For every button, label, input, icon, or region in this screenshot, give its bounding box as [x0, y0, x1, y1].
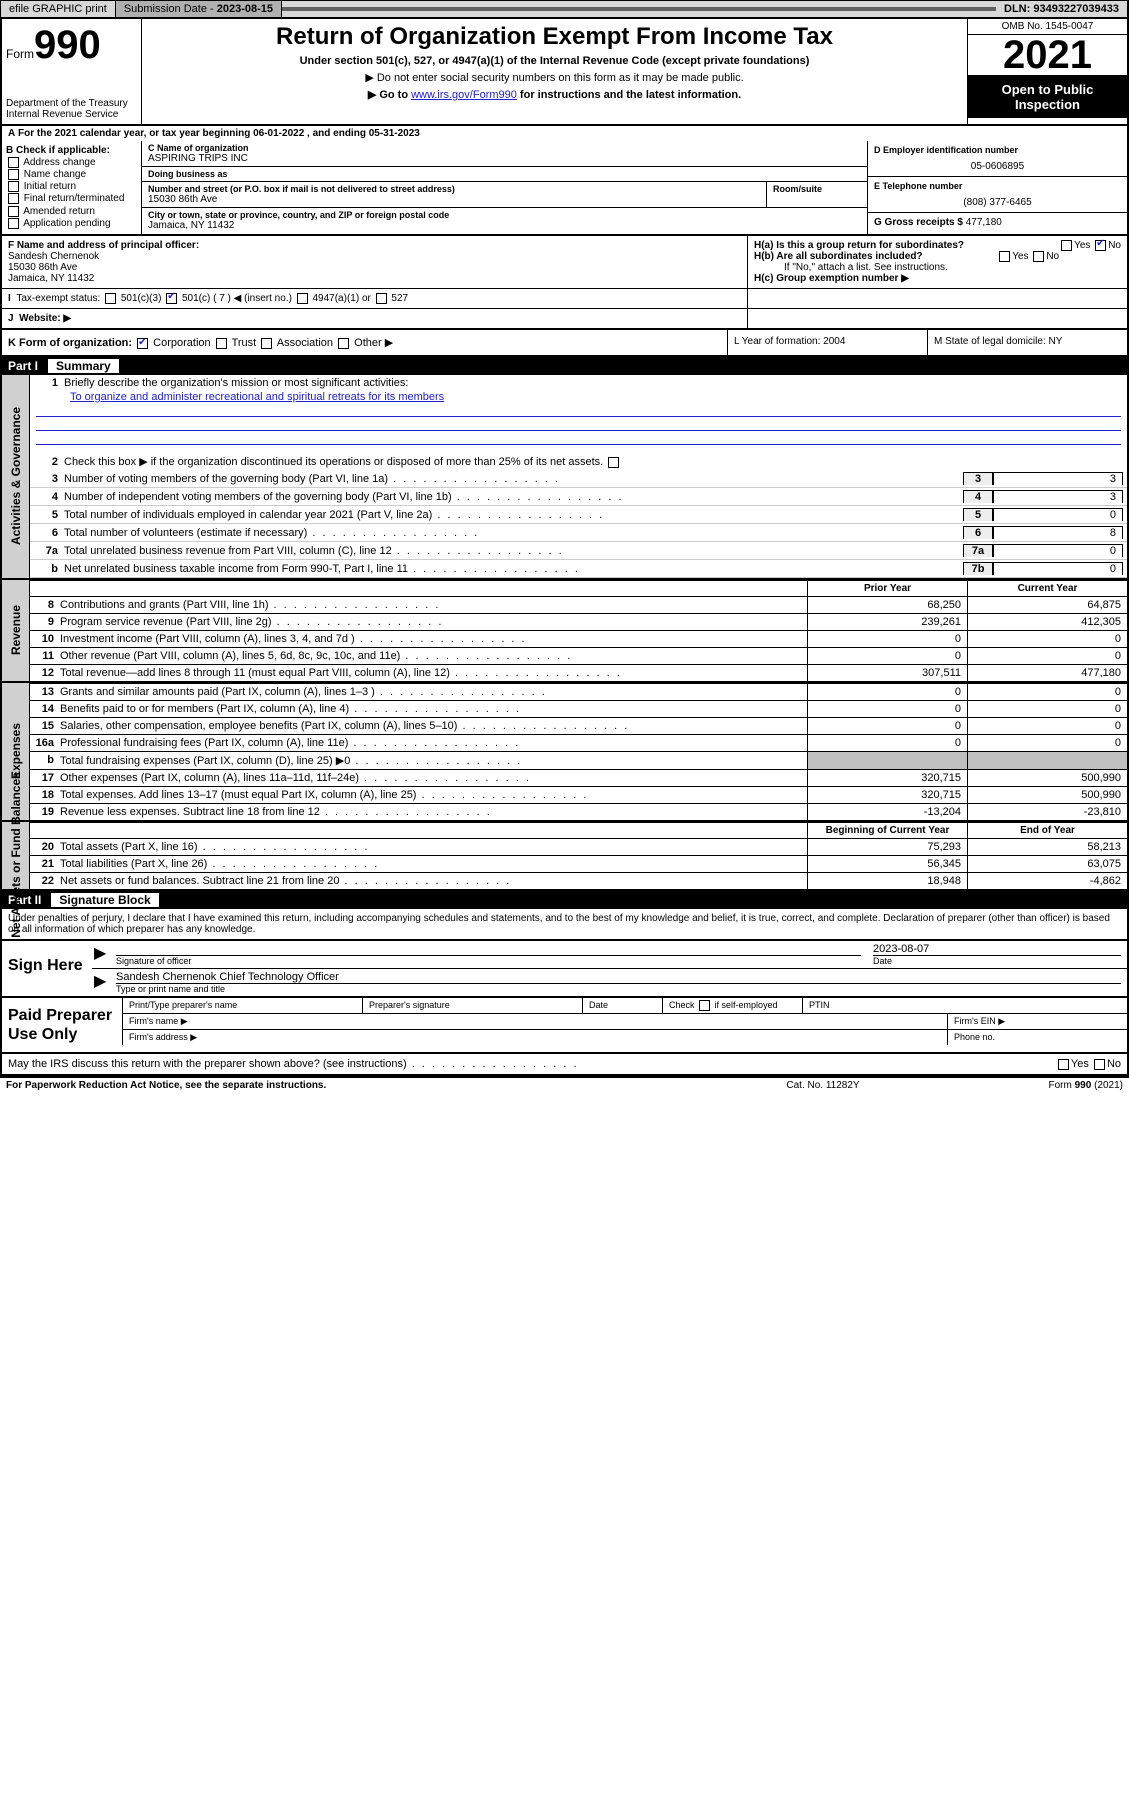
- chk-address-change[interactable]: [8, 157, 19, 168]
- table-row: 10Investment income (Part VIII, column (…: [30, 630, 1127, 647]
- col-d: D Employer identification number 05-0606…: [867, 141, 1127, 234]
- city-state-zip: Jamaica, NY 11432: [148, 220, 861, 231]
- row-f-h: F Name and address of principal officer:…: [0, 236, 1129, 289]
- chk-name-change[interactable]: [8, 169, 19, 180]
- sig-date: 2023-08-07: [873, 943, 1121, 955]
- net-assets-section: Net Assets or Fund Balances Beginning of…: [0, 822, 1129, 891]
- table-row: bTotal fundraising expenses (Part IX, co…: [30, 751, 1127, 769]
- header-mid: Return of Organization Exempt From Incom…: [142, 19, 967, 124]
- chk-527[interactable]: [376, 293, 387, 304]
- row-k-l-m: K Form of organization: Corporation Trus…: [0, 330, 1129, 357]
- table-row: 11Other revenue (Part VIII, column (A), …: [30, 647, 1127, 664]
- table-row: 14Benefits paid to or for members (Part …: [30, 700, 1127, 717]
- form-header: Form990 Department of the Treasury Inter…: [0, 18, 1129, 126]
- irs-link[interactable]: www.irs.gov/Form990: [411, 89, 517, 101]
- period-line: A For the 2021 calendar year, or tax yea…: [0, 126, 1129, 141]
- sig-arrow-icon: ▶: [92, 969, 110, 996]
- chk-hb-no[interactable]: [1033, 251, 1044, 262]
- chk-assoc[interactable]: [261, 338, 272, 349]
- prior-year-hdr: Prior Year: [807, 581, 967, 596]
- governance-section: Activities & Governance 1Briefly describ…: [0, 375, 1129, 580]
- top-bar: efile GRAPHIC print Submission Date - 20…: [0, 0, 1129, 18]
- chk-501c[interactable]: [166, 293, 177, 304]
- chk-4947[interactable]: [297, 293, 308, 304]
- table-row: 16aProfessional fundraising fees (Part I…: [30, 734, 1127, 751]
- phone: (808) 377-6465: [874, 191, 1121, 208]
- table-row: 21Total liabilities (Part X, line 26)56,…: [30, 855, 1127, 872]
- table-row: 22Net assets or fund balances. Subtract …: [30, 872, 1127, 889]
- discuss-row: May the IRS discuss this return with the…: [0, 1054, 1129, 1076]
- officer-name: Sandesh Chernenok: [8, 251, 99, 262]
- col-c: C Name of organization ASPIRING TRIPS IN…: [142, 141, 867, 234]
- header-left: Form990 Department of the Treasury Inter…: [2, 19, 142, 124]
- chk-discuss-no[interactable]: [1094, 1059, 1105, 1070]
- section-b-c-d: B Check if applicable: Address change Na…: [0, 141, 1129, 236]
- chk-self-employed[interactable]: [699, 1000, 710, 1011]
- beginning-year-hdr: Beginning of Current Year: [807, 823, 967, 838]
- chk-hb-yes[interactable]: [999, 251, 1010, 262]
- form-title: Return of Organization Exempt From Incom…: [150, 23, 959, 51]
- sign-here-block: Sign Here ▶ Signature of officer 2023-08…: [0, 939, 1129, 998]
- org-name: ASPIRING TRIPS INC: [148, 153, 861, 164]
- state-domicile: M State of legal domicile: NY: [927, 330, 1127, 355]
- page-footer: For Paperwork Reduction Act Notice, see …: [0, 1076, 1129, 1093]
- table-row: 18Total expenses. Add lines 13–17 (must …: [30, 786, 1127, 803]
- row-j: J Website: ▶: [0, 309, 1129, 330]
- chk-ha-no[interactable]: [1095, 240, 1106, 251]
- header-right: OMB No. 1545-0047 2021 Open to Public In…: [967, 19, 1127, 124]
- chk-amended[interactable]: [8, 206, 19, 217]
- paid-preparer-block: Paid Preparer Use Only Print/Type prepar…: [0, 998, 1129, 1054]
- chk-trust[interactable]: [216, 338, 227, 349]
- part2-header: Part II Signature Block: [0, 891, 1129, 909]
- row-i: I Tax-exempt status: 501(c)(3) 501(c) ( …: [0, 289, 1129, 309]
- col-b: B Check if applicable: Address change Na…: [2, 141, 142, 234]
- table-row: 15Salaries, other compensation, employee…: [30, 717, 1127, 734]
- current-year-hdr: Current Year: [967, 581, 1127, 596]
- table-row: 8Contributions and grants (Part VIII, li…: [30, 596, 1127, 613]
- ein: 05-0606895: [874, 155, 1121, 172]
- dln: DLN: 93493227039433: [996, 1, 1128, 17]
- table-row: 13Grants and similar amounts paid (Part …: [30, 683, 1127, 700]
- revenue-section: Revenue Prior Year Current Year 8Contrib…: [0, 580, 1129, 683]
- efile-label[interactable]: efile GRAPHIC print: [1, 1, 116, 17]
- chk-501c3[interactable]: [105, 293, 116, 304]
- table-row: 9Program service revenue (Part VIII, lin…: [30, 613, 1127, 630]
- table-row: 19Revenue less expenses. Subtract line 1…: [30, 803, 1127, 820]
- end-year-hdr: End of Year: [967, 823, 1127, 838]
- tax-year: 2021: [968, 35, 1127, 76]
- expenses-section: Expenses 13Grants and similar amounts pa…: [0, 683, 1129, 822]
- chk-initial-return[interactable]: [8, 181, 19, 192]
- signature-intro: Under penalties of perjury, I declare th…: [0, 909, 1129, 939]
- chk-app-pending[interactable]: [8, 218, 19, 229]
- chk-corp[interactable]: [137, 338, 148, 349]
- chk-ha-yes[interactable]: [1061, 240, 1072, 251]
- open-public-badge: Open to Public Inspection: [968, 76, 1127, 118]
- gross-receipts: 477,180: [966, 217, 1002, 228]
- chk-final-return[interactable]: [8, 193, 19, 204]
- table-row: 12Total revenue—add lines 8 through 11 (…: [30, 664, 1127, 681]
- chk-discuss-yes[interactable]: [1058, 1059, 1069, 1070]
- table-row: 17Other expenses (Part IX, column (A), l…: [30, 769, 1127, 786]
- room-suite-label: Room/suite: [767, 182, 867, 207]
- street-address: 15030 86th Ave: [148, 194, 760, 205]
- officer-name-title: Sandesh Chernenok Chief Technology Offic…: [116, 971, 1121, 983]
- part1-header: Part I Summary: [0, 357, 1129, 375]
- mission-text[interactable]: To organize and administer recreational …: [70, 391, 444, 403]
- topbar-spacer: [282, 7, 996, 11]
- year-formation: L Year of formation: 2004: [727, 330, 927, 355]
- chk-other[interactable]: [338, 338, 349, 349]
- chk-discontinued[interactable]: [608, 457, 619, 468]
- submission-date: Submission Date - 2023-08-15: [116, 1, 282, 17]
- sig-arrow-icon: ▶: [92, 941, 110, 968]
- table-row: 20Total assets (Part X, line 16)75,29358…: [30, 838, 1127, 855]
